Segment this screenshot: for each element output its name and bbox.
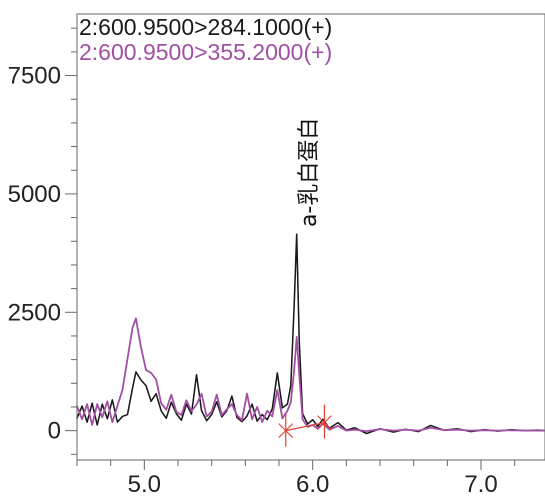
- integration-marker-1-diag-b: [278, 423, 294, 439]
- y-tick-label-0: 0: [48, 418, 61, 445]
- plot-frame: [76, 13, 545, 461]
- x-tick-label-7.0: 7.0: [464, 471, 497, 496]
- x-tick-label-6.0: 6.0: [296, 471, 329, 496]
- axis-layer: 0 2500 5000 7500 5.0 6.0 7.0: [8, 13, 545, 496]
- legend-item-355: 2:600.9500>355.2000(+): [79, 39, 332, 65]
- annotation-layer: a-乳白蛋白: [297, 118, 322, 227]
- x-tick-label-5.0: 5.0: [128, 471, 161, 496]
- legend-item-284: 2:600.9500>284.1000(+): [79, 14, 332, 40]
- annotation-label-1: a-乳白蛋白: [297, 118, 322, 227]
- series-line-355: [76, 317, 545, 433]
- integration-baseline: [285, 422, 325, 432]
- plot-layer: [76, 233, 545, 447]
- series-line-284: [76, 233, 545, 435]
- legend-layer: 2:600.9500>284.1000(+)2:600.9500>355.200…: [79, 14, 332, 65]
- y-tick-label-5000: 5000: [8, 181, 61, 208]
- y-tick-label-2500: 2500: [8, 299, 61, 326]
- integration-marker-2-diag-b: [317, 415, 332, 430]
- y-tick-label-7500: 7500: [8, 63, 61, 90]
